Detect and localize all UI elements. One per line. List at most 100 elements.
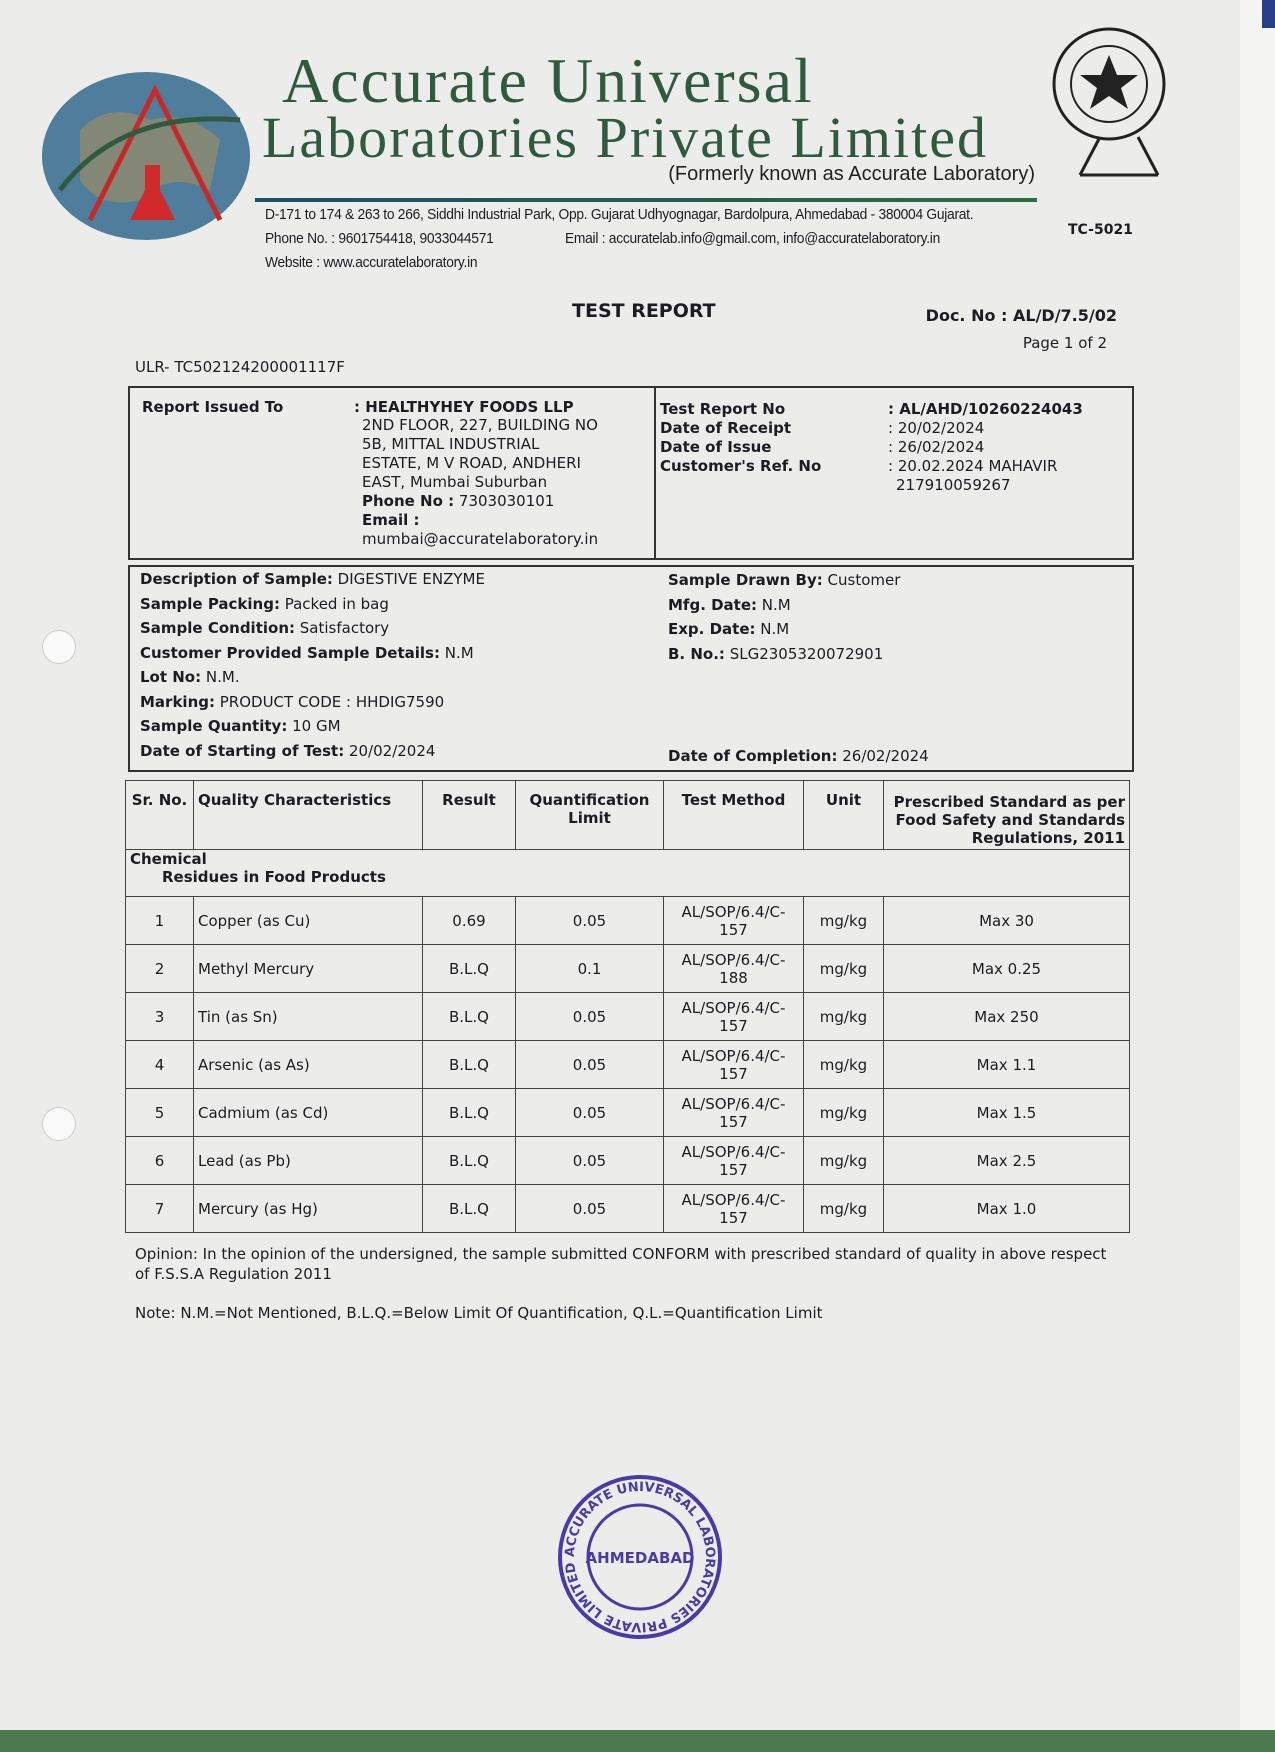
cell-quality: Methyl Mercury [193, 944, 423, 993]
email-value: mumbai@accuratelaboratory.in [362, 530, 599, 548]
email-label: Email : [362, 511, 420, 529]
sample-details-box: Description of Sample: DIGESTIVE ENZYME … [128, 565, 1134, 772]
header-unit: Unit [803, 780, 884, 850]
company-name-line1: Accurate Universal [282, 45, 814, 116]
sample-value: Customer [822, 571, 901, 589]
sample-label: Date of Starting of Test: [140, 741, 345, 760]
report-fields: Test Report No : AL/AHD/10260224043 Date … [660, 400, 1130, 495]
report-issued-box: Report Issued To : HEALTHYHEY FOODS LLP … [128, 386, 1134, 560]
sample-label: Sample Drawn By: [668, 571, 823, 589]
cell-sr-no: 3 [125, 992, 194, 1041]
company-address: D-171 to 174 & 263 to 266, Siddhi Indust… [265, 206, 974, 223]
sample-value: 20/02/2024 [344, 741, 436, 760]
cell-quality: Cadmium (as Cd) [193, 1088, 423, 1137]
ulr-number: ULR- TC502124200001117F [135, 358, 345, 376]
date-of-receipt: : 20/02/2024 [888, 419, 985, 437]
field-label: Customer's Ref. No [660, 457, 822, 475]
completion-date: Date of Completion: 26/02/2024 [668, 747, 929, 765]
sample-label: Marking: [140, 692, 215, 711]
report-title: TEST REPORT [572, 300, 716, 322]
cell-ql: 0.05 [515, 992, 664, 1041]
cell-ql: 0.05 [515, 1184, 664, 1233]
field-label: Date of Receipt [660, 419, 792, 437]
cell-unit: mg/kg [803, 1136, 884, 1185]
sample-value: N.M. [201, 668, 240, 686]
cell-standard: Max 250 [883, 992, 1130, 1041]
sample-value: N.M [757, 595, 791, 614]
address-line: 5B, MITTAL INDUSTRIAL [362, 435, 540, 453]
cell-method: AL/SOP/6.4/C-188 [663, 944, 804, 993]
field-label: Date of Issue [660, 438, 772, 456]
note-text: Note: N.M.=Not Mentioned, B.L.Q.=Below L… [135, 1304, 823, 1322]
cell-standard: Max 2.5 [883, 1136, 1130, 1185]
cell-sr-no: 5 [125, 1088, 194, 1137]
lab-stamp: ACCURATE UNIVERSAL LABORATORIES PRIVATE … [558, 1475, 722, 1639]
sample-value: 10 GM [287, 717, 341, 735]
sample-label: B. No.: [668, 644, 725, 663]
cell-ql: 0.05 [515, 896, 664, 945]
sample-label: Mfg. Date: [668, 595, 758, 614]
table-header-row: Sr. No. Quality Characteristics Result Q… [125, 780, 1130, 850]
header-method: Test Method [663, 780, 804, 850]
cell-ql: 0.1 [515, 944, 664, 993]
sample-value: DIGESTIVE ENZYME [332, 570, 485, 588]
cell-method: AL/SOP/6.4/C-157 [663, 896, 804, 945]
customer-name: : HEALTHYHEY FOODS LLP [354, 398, 574, 416]
cell-method: AL/SOP/6.4/C-157 [663, 1136, 804, 1185]
header-sr-no: Sr. No. [125, 780, 194, 850]
phone-label: Phone No : [362, 492, 455, 510]
sample-label: Sample Quantity: [140, 717, 288, 735]
test-report-no: : AL/AHD/10260224043 [888, 400, 1083, 418]
cell-unit: mg/kg [803, 944, 884, 993]
company-email: Email : accuratelab.info@gmail.com, info… [565, 230, 941, 247]
cell-quality: Mercury (as Hg) [193, 1184, 423, 1233]
footer-band [0, 1730, 1275, 1752]
cell-sr-no: 7 [125, 1184, 194, 1233]
cell-standard: Max 1.0 [883, 1184, 1130, 1233]
nabl-accreditation-logo [1052, 27, 1166, 177]
header-divider [255, 198, 1037, 202]
group-label: Chemical [130, 850, 207, 868]
field-label: Test Report No [660, 400, 786, 418]
table-row: 4 Arsenic (as As) B.L.Q 0.05 AL/SOP/6.4/C-15… [125, 1040, 1130, 1089]
cell-quality: Lead (as Pb) [193, 1136, 423, 1185]
doc-number: Doc. No : AL/D/7.5/02 [925, 306, 1117, 325]
cell-method: AL/SOP/6.4/C-157 [663, 1088, 804, 1137]
cell-quality: Tin (as Sn) [193, 992, 423, 1041]
sample-label: Sample Condition: [140, 619, 295, 637]
punch-hole [42, 1107, 76, 1141]
table-row: 2 Methyl Mercury B.L.Q 0.1 AL/SOP/6.4/C-188 m… [125, 944, 1130, 993]
header-ql: Quantification Limit [515, 780, 664, 850]
company-phone: Phone No. : 9601754418, 9033044571 [265, 230, 494, 247]
sample-value: Packed in bag [279, 594, 389, 613]
table-row: 7 Mercury (as Hg) B.L.Q 0.05 AL/SOP/6.4/C-15… [125, 1184, 1130, 1233]
table-row: 5 Cadmium (as Cd) B.L.Q 0.05 AL/SOP/6.4/C-15… [125, 1088, 1130, 1137]
address-line: EAST, Mumbai Suburban [362, 473, 548, 491]
cell-result: B.L.Q [422, 1136, 516, 1185]
cell-unit: mg/kg [803, 1184, 884, 1233]
table-row: 6 Lead (as Pb) B.L.Q 0.05 AL/SOP/6.4/C-157 mg… [125, 1136, 1130, 1185]
cell-result: 0.69 [422, 896, 516, 945]
punch-hole [42, 630, 76, 664]
customer-ref: : 20.02.2024 MAHAVIR [888, 457, 1058, 475]
sample-label: Description of Sample: [140, 570, 333, 588]
phone-value: 7303030101 [454, 492, 555, 510]
cell-unit: mg/kg [803, 1088, 884, 1137]
cell-standard: Max 1.1 [883, 1040, 1130, 1089]
page-number: Page 1 of 2 [1022, 334, 1107, 352]
address-line: 2ND FLOOR, 227, BUILDING NO [362, 416, 598, 434]
subgroup-label: Residues in Food Products [162, 868, 386, 886]
cell-result: B.L.Q [422, 992, 516, 1041]
cell-method: AL/SOP/6.4/C-157 [663, 992, 804, 1041]
cell-ql: 0.05 [515, 1040, 664, 1089]
table-row: 1 Copper (as Cu) 0.69 0.05 AL/SOP/6.4/C-157 m… [125, 896, 1130, 945]
cell-sr-no: 4 [125, 1040, 194, 1089]
completion-value: 26/02/2024 [837, 747, 929, 765]
cell-result: B.L.Q [422, 1088, 516, 1137]
cell-sr-no: 2 [125, 944, 194, 993]
group-row: Chemical Residues in Food Products [125, 849, 1130, 897]
sample-value: SLG2305320072901 [724, 644, 884, 663]
cell-method: AL/SOP/6.4/C-157 [663, 1184, 804, 1233]
sample-label: Lot No: [140, 668, 202, 686]
date-of-issue: : 26/02/2024 [888, 438, 985, 456]
